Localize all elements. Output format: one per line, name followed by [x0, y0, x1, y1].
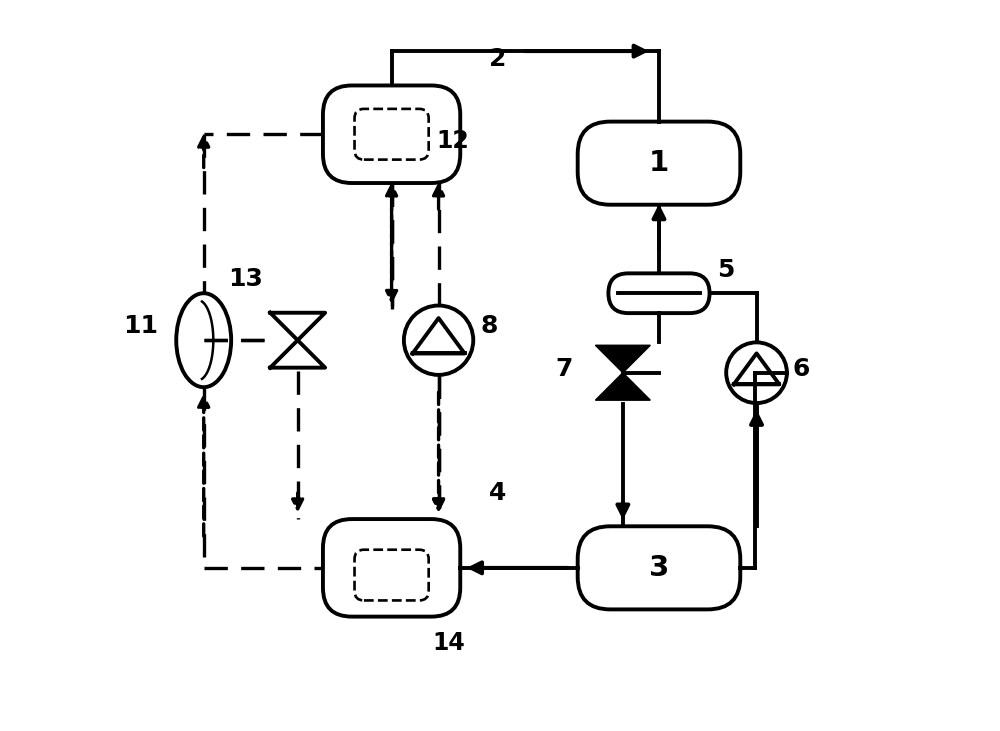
FancyBboxPatch shape [608, 273, 710, 313]
Text: 11: 11 [123, 314, 158, 338]
FancyBboxPatch shape [323, 519, 460, 617]
Text: 12: 12 [436, 129, 469, 154]
FancyBboxPatch shape [323, 86, 460, 183]
Text: 14: 14 [432, 631, 465, 655]
Text: 13: 13 [228, 267, 263, 291]
FancyBboxPatch shape [355, 109, 429, 159]
Text: 7: 7 [556, 357, 573, 381]
Text: 6: 6 [793, 357, 810, 381]
Text: 1: 1 [649, 149, 669, 177]
Text: 5: 5 [717, 258, 734, 282]
Text: 8: 8 [480, 314, 498, 338]
Polygon shape [595, 373, 650, 400]
FancyBboxPatch shape [355, 550, 429, 600]
Polygon shape [595, 345, 650, 373]
FancyBboxPatch shape [578, 121, 740, 205]
Text: 3: 3 [649, 554, 669, 582]
Text: 2: 2 [489, 47, 507, 71]
Text: 4: 4 [489, 480, 507, 504]
FancyBboxPatch shape [578, 526, 740, 610]
